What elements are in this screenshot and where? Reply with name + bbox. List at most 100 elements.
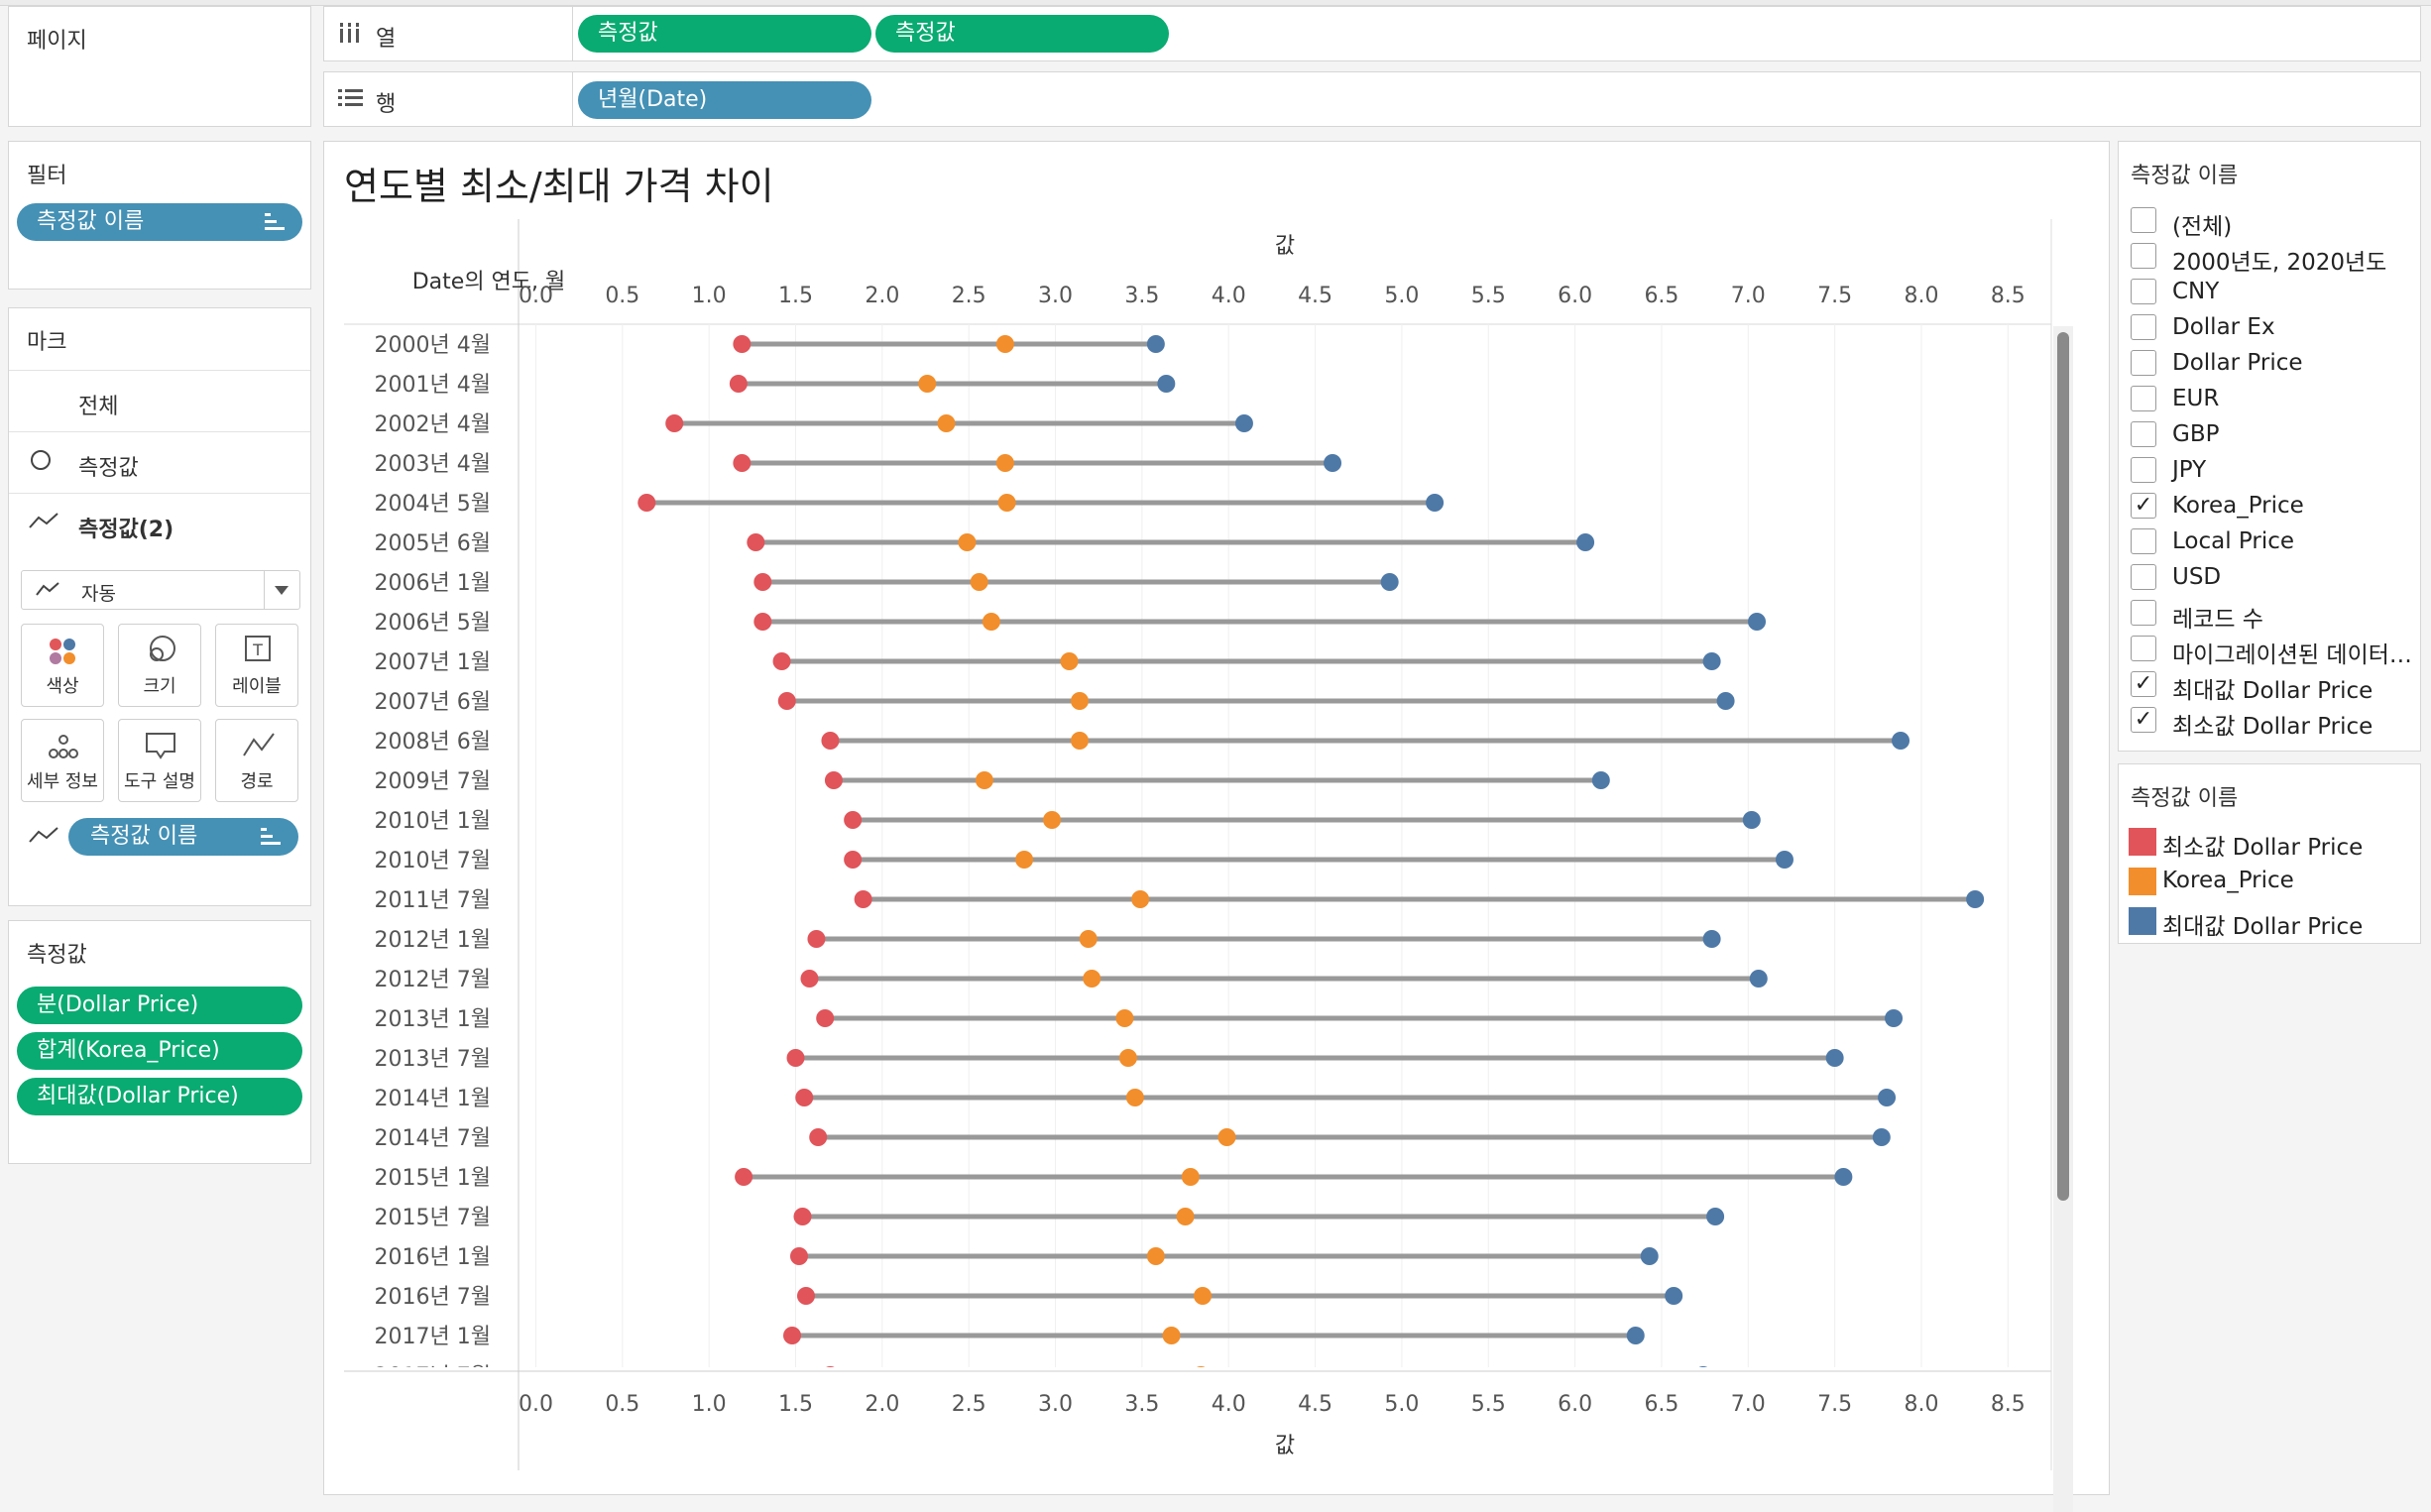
vertical-scrollbar-thumb[interactable]	[2057, 332, 2069, 1201]
legend-item[interactable]: Korea_Price	[2119, 862, 2420, 899]
marks-tab-measure[interactable]: 측정값	[9, 431, 310, 493]
filter-item[interactable]: 마이그레이션된 데이터…	[2119, 632, 2420, 668]
measure-values-card[interactable]: 측정값 분(Dollar Price) 합계(Korea_Price) 최대값(…	[8, 920, 311, 1164]
x-tick-label-bottom: 2.5	[952, 1392, 986, 1417]
dot-korea	[982, 613, 1000, 631]
dot-min	[809, 1128, 828, 1146]
filter-item-label: JPY	[2172, 457, 2207, 483]
rows-label: 행	[376, 92, 397, 117]
columns-shelf[interactable]: 열 측정값 측정값	[323, 6, 2421, 61]
rows-shelf[interactable]: 행 년월(Date)	[323, 71, 2421, 127]
x-tick-label-top: 4.0	[1212, 284, 1246, 308]
dot-max	[1834, 1168, 1853, 1186]
color-legend-card[interactable]: 측정값 이름 최소값 Dollar Price Korea_Price 최대값 Do…	[2118, 763, 2421, 944]
marks-tab-all[interactable]: 전체	[9, 370, 310, 431]
filter-item[interactable]: ✓ 최대값 Dollar Price	[2119, 667, 2420, 704]
checkbox[interactable]	[2131, 243, 2156, 269]
path-button[interactable]: 경로	[215, 719, 298, 802]
checkbox[interactable]	[2131, 207, 2156, 233]
marks-tab-measure2[interactable]: 측정값(2)	[9, 493, 310, 554]
path-pill-measure-names[interactable]: 측정값 이름	[68, 818, 298, 856]
x-tick-label-bottom: 5.5	[1471, 1392, 1506, 1417]
filter-item[interactable]: (전체)	[2119, 203, 2420, 240]
columns-pill-1[interactable]: 측정값	[578, 15, 871, 53]
label-button[interactable]: T 레이블	[215, 624, 298, 707]
dot-korea	[1115, 1009, 1134, 1027]
legend-item[interactable]: 최소값 Dollar Price	[2119, 822, 2420, 861]
filter-item[interactable]: 2000년도, 2020년도	[2119, 239, 2420, 276]
dot-min	[800, 970, 819, 988]
checkbox-checked[interactable]: ✓	[2131, 671, 2156, 697]
checkbox[interactable]	[2131, 350, 2156, 376]
columns-pill-2[interactable]: 측정값	[875, 15, 1169, 53]
filter-item[interactable]: USD	[2119, 560, 2420, 596]
marks-card[interactable]: 마크 전체 측정값 측정값(2) 자동 색상 크기 T 레이블	[8, 307, 311, 906]
row-label: 2004년 5월	[375, 492, 491, 517]
checkbox[interactable]	[2131, 457, 2156, 483]
legend-item[interactable]: 최대값 Dollar Price	[2119, 901, 2420, 940]
dot-korea	[1217, 1128, 1236, 1146]
checkbox[interactable]	[2131, 279, 2156, 304]
filter-item[interactable]: Dollar Price	[2119, 346, 2420, 382]
checkbox[interactable]	[2131, 528, 2156, 554]
mark-type-dropdown[interactable]: 자동	[21, 570, 300, 610]
x-tick-label-bottom: 7.0	[1731, 1392, 1766, 1417]
measure-names-filter-card[interactable]: 측정값 이름 (전체) 2000년도, 2020년도 CNY Dollar Ex Dol…	[2118, 141, 2421, 752]
filter-item[interactable]: Dollar Ex	[2119, 310, 2420, 346]
label-button-label: 레이블	[232, 676, 282, 697]
measure-pill-min[interactable]: 분(Dollar Price)	[17, 987, 302, 1024]
dot-min	[795, 1089, 814, 1106]
rows-pill-date[interactable]: 년월(Date)	[578, 81, 871, 119]
legend-item-label: 최대값 Dollar Price	[2162, 914, 2364, 940]
columns-label: 열	[376, 27, 397, 52]
path-button-label: 경로	[240, 771, 274, 792]
checkbox[interactable]	[2131, 421, 2156, 447]
checkbox[interactable]	[2131, 564, 2156, 590]
filter-item[interactable]: ✓ Korea_Price	[2119, 489, 2420, 524]
detail-button[interactable]: 세부 정보	[21, 719, 104, 802]
checkbox[interactable]	[2131, 314, 2156, 340]
filter-item-label: 최대값 Dollar Price	[2172, 678, 2373, 704]
checkbox[interactable]	[2131, 386, 2156, 411]
checkbox[interactable]	[2131, 600, 2156, 626]
filter-item[interactable]: 레코드 수	[2119, 596, 2420, 633]
tooltip-icon	[119, 730, 200, 763]
checkbox[interactable]	[2131, 636, 2156, 661]
size-icon	[119, 635, 200, 668]
path-icon	[216, 730, 297, 763]
size-button[interactable]: 크기	[118, 624, 201, 707]
dot-min	[753, 613, 772, 631]
detail-button-label: 세부 정보	[27, 771, 98, 792]
dot-min	[796, 1287, 815, 1305]
filters-card[interactable]: 필터 측정값 이름	[8, 141, 311, 290]
filter-pill-measure-names[interactable]: 측정값 이름	[17, 203, 302, 241]
legend-swatch	[2129, 868, 2156, 895]
dot-min	[777, 692, 796, 710]
vertical-scrollbar-track[interactable]	[2053, 326, 2073, 1512]
x-tick-label-bottom: 1.5	[778, 1392, 813, 1417]
row-label: 2017년 1월	[375, 1325, 491, 1349]
filter-item[interactable]: Local Price	[2119, 524, 2420, 560]
filter-item[interactable]: ✓ 최소값 Dollar Price	[2119, 703, 2420, 740]
measure-pill-max[interactable]: 최대값(Dollar Price)	[17, 1078, 302, 1115]
row-label: 2003년 4월	[375, 452, 491, 477]
filter-item[interactable]: CNY	[2119, 275, 2420, 310]
x-tick-label-top: 5.0	[1384, 284, 1419, 308]
color-legend-list: 최소값 Dollar Price Korea_Price 최대값 Dollar Pr…	[2119, 822, 2420, 941]
measure-pill-korea[interactable]: 합계(Korea_Price)	[17, 1032, 302, 1070]
checkbox-checked[interactable]: ✓	[2131, 493, 2156, 519]
filter-item[interactable]: GBP	[2119, 417, 2420, 453]
pages-card[interactable]: 페이지	[8, 6, 311, 127]
dot-min	[824, 771, 843, 789]
checkbox-checked[interactable]: ✓	[2131, 707, 2156, 733]
color-button[interactable]: 색상	[21, 624, 104, 707]
filter-item[interactable]: JPY	[2119, 453, 2420, 489]
tooltip-button[interactable]: 도구 설명	[118, 719, 201, 802]
chart-panel: 연도별 최소/최대 가격 차이 Date의 연도, 월 값 값 0.0 0.0 0.5 0.…	[323, 141, 2110, 1512]
x-axis-title-bottom: 값	[1275, 1434, 1295, 1458]
dot-max	[1698, 1366, 1707, 1367]
dot-korea	[975, 771, 993, 789]
filter-item[interactable]: EUR	[2119, 382, 2420, 417]
x-tick-label-top: 3.0	[1038, 284, 1073, 308]
path-line-icon	[29, 826, 58, 850]
